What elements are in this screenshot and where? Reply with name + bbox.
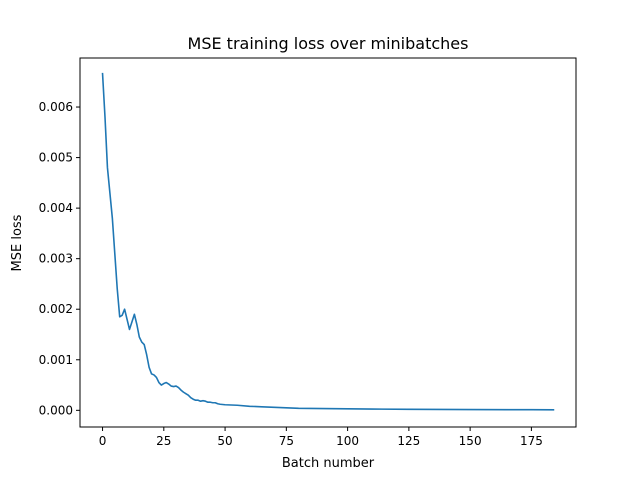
y-axis-label: MSE loss xyxy=(10,214,25,271)
x-tick-label: 50 xyxy=(217,434,232,448)
chart-title: MSE training loss over minibatches xyxy=(188,34,469,53)
x-tick-label: 0 xyxy=(99,434,107,448)
y-tick-label: 0.003 xyxy=(39,252,73,266)
x-axis-label: Batch number xyxy=(282,456,375,471)
x-tick-label: 175 xyxy=(520,434,543,448)
y-tick-label: 0.006 xyxy=(39,100,73,114)
series-line-0 xyxy=(101,72,555,411)
y-tick-label: 0.004 xyxy=(39,201,73,215)
y-tick-label: 0.005 xyxy=(39,151,73,165)
plot-area: 0 25 50 75 100 125 150 175 0.000 0.001 0.002 0.003 0… xyxy=(39,57,577,448)
x-tick-label: 75 xyxy=(279,434,294,448)
x-tick-label: 125 xyxy=(397,434,420,448)
x-tick-label: 150 xyxy=(459,434,482,448)
y-tick-label: 0.001 xyxy=(39,353,73,367)
y-tick-label: 0.000 xyxy=(39,403,73,417)
y-tick-label: 0.002 xyxy=(39,302,73,316)
x-tick-label: 100 xyxy=(336,434,359,448)
plot-frame xyxy=(79,57,577,428)
x-tick-label: 25 xyxy=(156,434,171,448)
